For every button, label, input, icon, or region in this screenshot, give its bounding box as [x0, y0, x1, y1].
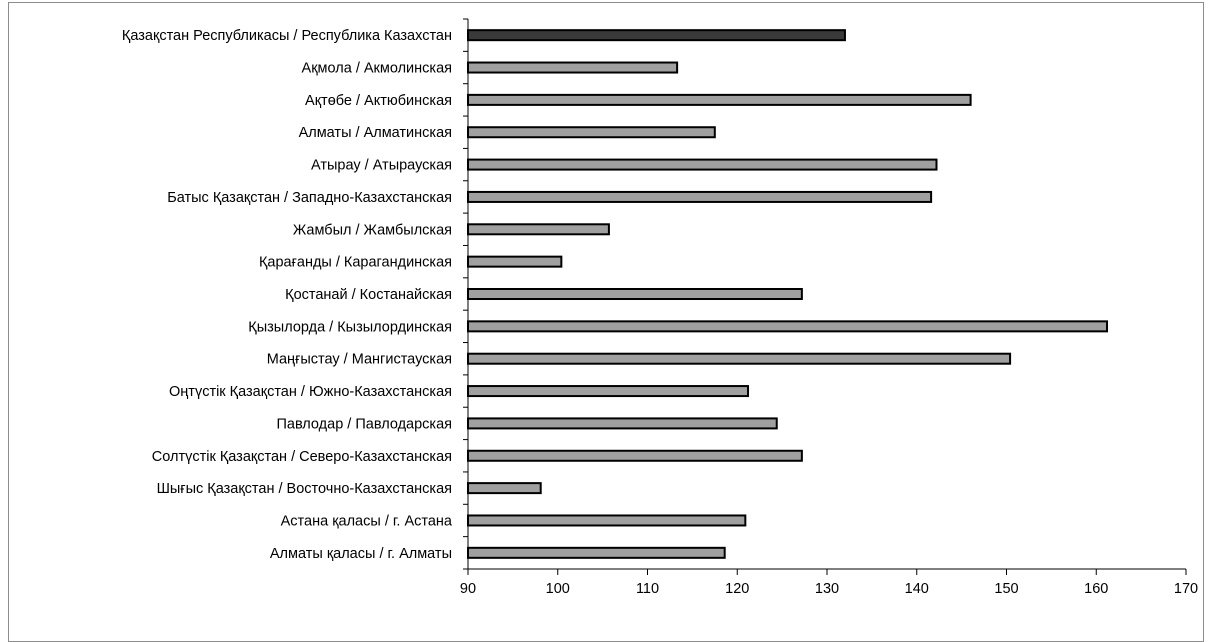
x-tick-label: 90	[460, 581, 476, 597]
category-label: Ақмола / Акмолинская	[302, 61, 452, 77]
x-tick-label: 110	[636, 581, 659, 597]
x-tick-label: 150	[994, 581, 1018, 597]
category-label: Шығыс Қазақстан / Восточно-Казахстанская	[157, 481, 452, 497]
bar	[467, 255, 563, 268]
category-labels: Қазақстан Республикасы / Республика Каза…	[122, 28, 453, 562]
category-label: Батыс Қазақстан / Западно-Казахстанская	[167, 190, 452, 206]
x-tick-label: 120	[725, 581, 749, 597]
category-label: Павлодар / Павлодарская	[276, 416, 452, 432]
category-label: Қызылорда / Кызылординская	[248, 319, 452, 335]
category-label: Қостанай / Костанайская	[285, 287, 452, 303]
x-tick-label: 160	[1084, 581, 1108, 597]
category-label: Астана қаласы / г. Астана	[281, 513, 453, 529]
x-tick-label: 100	[546, 581, 570, 597]
category-label: Маңғыстау / Мангистауская	[267, 352, 452, 368]
category-label: Жамбыл / Жамбылская	[293, 222, 452, 238]
bar	[467, 126, 716, 139]
bar	[467, 93, 972, 106]
bar	[467, 546, 726, 559]
bar	[467, 288, 803, 300]
category-label: Қазақстан Республикасы / Республика Каза…	[122, 28, 452, 44]
x-tick-label: 170	[1174, 581, 1198, 597]
category-label: Қарағанды / Карагандинская	[259, 255, 452, 271]
bar-chart: Қазақстан Республикасы / Республика Каза…	[122, 18, 1198, 597]
bar	[467, 320, 1109, 333]
bar	[467, 352, 1012, 365]
bar	[467, 29, 846, 42]
x-tick-label: 140	[905, 581, 929, 597]
bar	[467, 385, 750, 398]
bar	[467, 158, 938, 171]
category-label: Солтүстік Қазақстан / Северо-Казахстанск…	[152, 449, 452, 465]
category-label: Алматы / Алматинская	[299, 125, 452, 141]
category-label: Оңтүстік Қазақстан / Южно-Казахстанская	[169, 384, 452, 400]
bar	[467, 482, 542, 495]
bar	[467, 449, 803, 462]
category-label: Алматы қаласы / г. Алматы	[270, 546, 452, 562]
chart-frame: Қазақстан Республикасы / Республика Каза…	[8, 2, 1204, 642]
bar	[467, 417, 778, 430]
y-axis	[463, 18, 469, 570]
bar	[467, 190, 933, 203]
bar	[467, 514, 747, 527]
bars-group	[467, 29, 1109, 559]
category-label: Атырау / Атырауская	[311, 158, 452, 174]
category-label: Ақтөбе / Актюбинская	[305, 93, 452, 109]
x-tick-label: 130	[815, 581, 839, 597]
bar	[467, 223, 610, 236]
x-axis: 90 100 110 120 130 140 150 160 170	[460, 568, 1198, 597]
bar	[467, 61, 679, 74]
